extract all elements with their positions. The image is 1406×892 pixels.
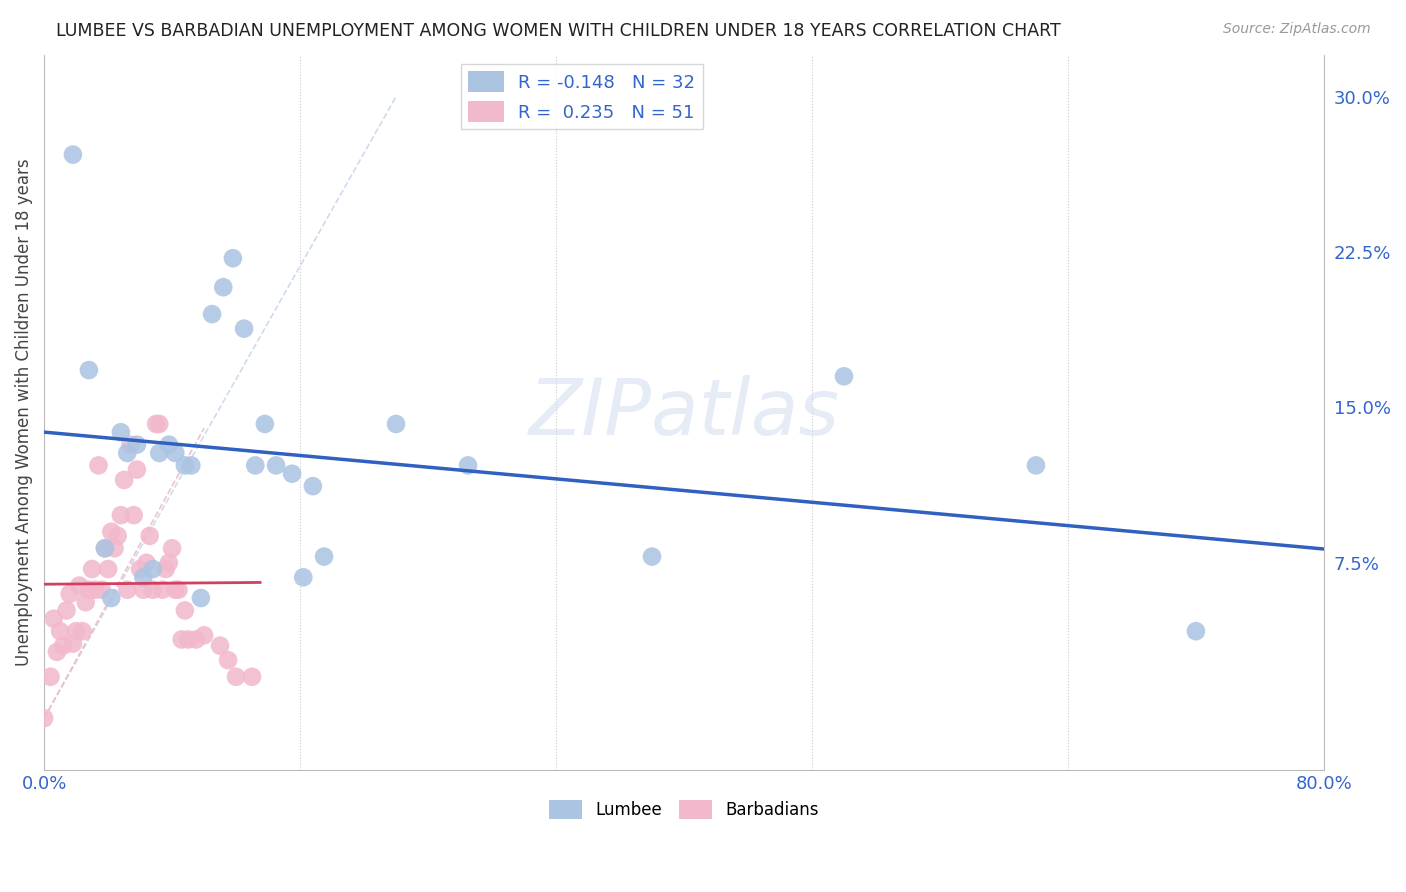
Point: [641, 549, 664, 564]
Point: [302, 479, 325, 493]
Point: [110, 425, 132, 440]
Point: [39, 670, 62, 684]
Point: [165, 582, 187, 597]
Point: [138, 529, 160, 543]
Point: [155, 562, 177, 576]
Point: [62, 147, 84, 161]
Text: LUMBEE VS BARBADIAN UNEMPLOYMENT AMONG WOMEN WITH CHILDREN UNDER 18 YEARS CORREL: LUMBEE VS BARBADIAN UNEMPLOYMENT AMONG W…: [56, 22, 1062, 40]
Point: [1185, 624, 1208, 639]
Point: [65, 624, 87, 639]
Point: [233, 321, 256, 335]
Point: [173, 603, 195, 617]
Point: [152, 582, 174, 597]
Point: [94, 541, 117, 556]
Point: [82, 562, 104, 576]
Point: [75, 595, 97, 609]
Point: [160, 541, 183, 556]
Point: [157, 556, 180, 570]
Point: [190, 591, 212, 605]
Point: [193, 628, 215, 642]
Point: [177, 632, 200, 647]
Point: [77, 582, 100, 597]
Point: [100, 524, 122, 539]
Point: [97, 562, 120, 576]
Point: [67, 578, 90, 592]
Point: [145, 417, 167, 431]
Point: [148, 417, 170, 431]
Point: [457, 458, 479, 473]
Point: [52, 639, 75, 653]
Point: [212, 280, 235, 294]
Point: [55, 603, 77, 617]
Point: [103, 541, 125, 556]
Y-axis label: Unemployment Among Women with Children Under 18 years: Unemployment Among Women with Children U…: [15, 159, 32, 666]
Point: [201, 307, 224, 321]
Point: [90, 582, 112, 597]
Point: [122, 508, 145, 523]
Point: [245, 458, 267, 473]
Point: [180, 458, 202, 473]
Point: [94, 541, 117, 556]
Point: [132, 570, 155, 584]
Point: [142, 582, 165, 597]
Point: [385, 417, 408, 431]
Point: [107, 529, 129, 543]
Point: [117, 446, 139, 460]
Point: [59, 587, 82, 601]
Point: [129, 562, 152, 576]
Point: [253, 417, 276, 431]
Point: [170, 632, 193, 647]
Point: [240, 670, 263, 684]
Point: [173, 458, 195, 473]
Point: [281, 467, 304, 481]
Text: Source: ZipAtlas.com: Source: ZipAtlas.com: [1223, 22, 1371, 37]
Point: [62, 637, 84, 651]
Point: [225, 670, 247, 684]
Point: [110, 508, 132, 523]
Point: [125, 462, 148, 476]
Point: [157, 438, 180, 452]
Point: [222, 251, 245, 265]
Point: [77, 363, 100, 377]
Point: [72, 624, 94, 639]
Point: [112, 473, 135, 487]
Point: [100, 591, 122, 605]
Point: [84, 582, 107, 597]
Point: [167, 582, 190, 597]
Point: [135, 556, 157, 570]
Point: [312, 549, 335, 564]
Point: [42, 612, 65, 626]
Legend: Lumbee, Barbadians: Lumbee, Barbadians: [543, 793, 825, 826]
Point: [264, 458, 287, 473]
Point: [832, 369, 855, 384]
Point: [49, 624, 72, 639]
Point: [117, 582, 139, 597]
Point: [217, 653, 239, 667]
Point: [142, 562, 165, 576]
Point: [209, 639, 232, 653]
Point: [184, 632, 207, 647]
Point: [87, 458, 110, 473]
Point: [125, 438, 148, 452]
Point: [120, 438, 142, 452]
Point: [45, 645, 67, 659]
Point: [292, 570, 315, 584]
Point: [165, 446, 187, 460]
Point: [148, 446, 170, 460]
Text: ZIPatlas: ZIPatlas: [529, 375, 839, 450]
Point: [32, 711, 55, 725]
Point: [132, 582, 155, 597]
Point: [1025, 458, 1047, 473]
